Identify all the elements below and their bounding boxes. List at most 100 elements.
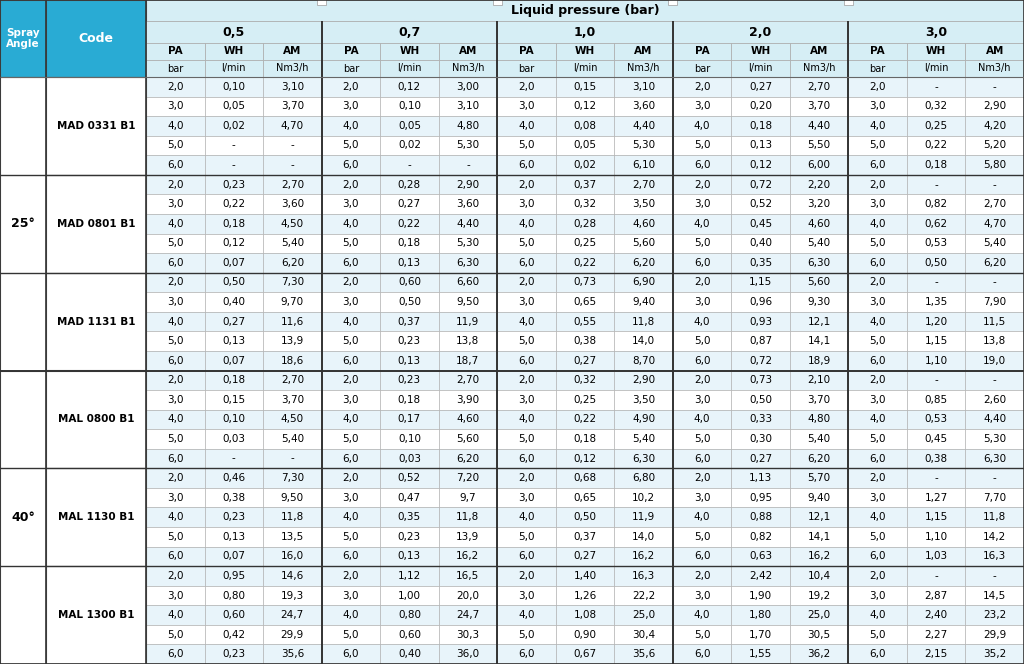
Bar [205, 135, 263, 155]
Text: 11,8: 11,8 [281, 512, 304, 523]
Bar [205, 546, 263, 566]
Bar [498, 449, 556, 468]
Bar [790, 410, 849, 429]
Text: 0,13: 0,13 [398, 258, 421, 268]
Text: 0,07: 0,07 [222, 551, 246, 561]
Text: -: - [231, 454, 236, 463]
Bar [673, 546, 731, 566]
Bar [790, 449, 849, 468]
Text: bar: bar [343, 64, 359, 74]
Bar [322, 546, 380, 566]
Bar [0, 77, 46, 371]
Text: 0,52: 0,52 [749, 199, 772, 209]
Text: 6,0: 6,0 [869, 649, 886, 659]
Bar [498, 488, 556, 507]
Bar [907, 253, 966, 273]
Bar [322, 645, 380, 664]
Bar [907, 195, 966, 214]
Bar [731, 253, 790, 273]
Bar [263, 214, 322, 234]
Bar [966, 429, 1024, 449]
Bar [146, 468, 205, 488]
Text: 4,0: 4,0 [167, 512, 183, 523]
Bar [263, 390, 322, 410]
Bar [205, 116, 263, 135]
Bar [907, 625, 966, 645]
Text: 0,07: 0,07 [222, 356, 246, 366]
Text: 6,0: 6,0 [343, 551, 359, 561]
Bar [790, 606, 849, 625]
Bar [673, 507, 731, 527]
Text: 0,7: 0,7 [398, 25, 421, 39]
Bar [556, 586, 614, 606]
Bar [263, 527, 322, 546]
Text: 2,27: 2,27 [925, 629, 948, 639]
Text: 2,20: 2,20 [808, 180, 830, 190]
Bar [205, 273, 263, 292]
Bar [263, 586, 322, 606]
Text: 5,0: 5,0 [167, 336, 183, 346]
Text: 4,0: 4,0 [694, 218, 711, 229]
Bar [556, 292, 614, 312]
Text: 5,0: 5,0 [343, 434, 359, 444]
Text: Nm3/h: Nm3/h [628, 64, 659, 74]
Bar [966, 410, 1024, 429]
Text: PA: PA [870, 46, 885, 56]
Text: 3,70: 3,70 [808, 395, 830, 405]
Text: 0,18: 0,18 [573, 434, 597, 444]
Text: -: - [934, 82, 938, 92]
Text: 4,60: 4,60 [808, 218, 830, 229]
Bar [205, 351, 263, 371]
Bar [438, 234, 498, 253]
Bar [205, 195, 263, 214]
Text: 5,40: 5,40 [281, 238, 304, 248]
Bar [380, 135, 438, 155]
Bar [907, 546, 966, 566]
Text: 2,0: 2,0 [167, 571, 183, 581]
Bar [322, 234, 380, 253]
Bar [614, 507, 673, 527]
Text: 29,9: 29,9 [281, 629, 304, 639]
Bar [556, 155, 614, 175]
Bar [731, 155, 790, 175]
Text: 4,90: 4,90 [632, 414, 655, 424]
Text: 16,2: 16,2 [632, 551, 655, 561]
Bar [614, 234, 673, 253]
Bar [438, 292, 498, 312]
Text: 5,0: 5,0 [694, 434, 711, 444]
Text: 36,0: 36,0 [457, 649, 479, 659]
Text: 2,90: 2,90 [457, 180, 479, 190]
Text: 5,40: 5,40 [281, 434, 304, 444]
Text: 14,1: 14,1 [808, 532, 830, 542]
Bar [907, 410, 966, 429]
Text: 0,50: 0,50 [573, 512, 597, 523]
Bar [849, 429, 907, 449]
Bar [614, 273, 673, 292]
Bar [438, 77, 498, 96]
Bar [673, 21, 849, 43]
Text: 3,0: 3,0 [343, 199, 359, 209]
Text: 4,0: 4,0 [167, 317, 183, 327]
Bar [46, 175, 146, 273]
Text: 4,0: 4,0 [694, 414, 711, 424]
Text: 6,0: 6,0 [869, 356, 886, 366]
Text: 36,2: 36,2 [808, 649, 830, 659]
Bar [790, 371, 849, 390]
Text: 0,37: 0,37 [573, 180, 597, 190]
Bar [614, 155, 673, 175]
Text: 2,0: 2,0 [343, 82, 359, 92]
Text: 3,60: 3,60 [632, 102, 655, 112]
Bar [493, 0, 502, 5]
Text: 6,0: 6,0 [518, 160, 535, 170]
Bar [614, 527, 673, 546]
Bar [614, 468, 673, 488]
Text: 0,27: 0,27 [398, 199, 421, 209]
Text: 5,0: 5,0 [869, 629, 886, 639]
Text: l/min: l/min [572, 64, 597, 74]
Bar [380, 371, 438, 390]
Bar [790, 429, 849, 449]
Bar [556, 214, 614, 234]
Text: 6,0: 6,0 [518, 454, 535, 463]
Text: AM: AM [985, 46, 1004, 56]
Bar [322, 135, 380, 155]
